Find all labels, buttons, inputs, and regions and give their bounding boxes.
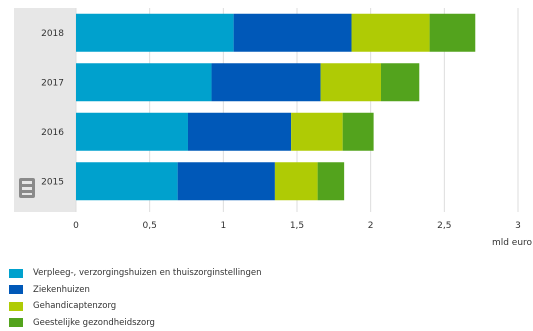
legend-swatch [9,285,23,294]
legend-swatch [9,302,23,311]
bar-segment [76,14,234,52]
x-tick-label: 2 [368,221,374,231]
bar-segment [76,63,212,101]
bar-segment [430,14,476,52]
bar-segment [318,162,345,200]
legend-item: Ziekenhuizen [9,282,261,299]
x-tick-label: 1 [220,221,226,231]
bar-segment [188,113,291,151]
bar-segment [291,113,343,151]
bar-segment [178,162,275,200]
x-tick-label: 0 [73,221,79,231]
legend-label: Verpleeg-, verzorgingshuizen en thuiszor… [33,268,261,278]
x-tick-label: 2,5 [437,221,451,231]
legend-label: Ziekenhuizen [33,285,90,295]
stacked-bar-chart: 0 0,5 1 1,5 2 2,5 3 mld euro 2018 2017 2016 2015 [0,0,533,250]
legend-item: Verpleeg-, verzorgingshuizen en thuiszor… [9,265,261,282]
bar-segment [321,63,381,101]
bar-segment [352,14,430,52]
category-label: 2016 [41,128,64,138]
legend-item: Gehandicaptenzorg [9,298,261,315]
logo-icon [19,178,35,198]
legend-label: Gehandicaptenzorg [33,301,116,311]
bar-segment [76,113,188,151]
x-tick-label: 1,5 [290,221,304,231]
legend-swatch [9,318,23,327]
bar-segment [381,63,419,101]
chart-area: 0 0,5 1 1,5 2 2,5 3 mld euro 2018 2017 2016 2015 [0,0,533,250]
category-label: 2017 [41,78,64,88]
legend-label: Geestelijke gezondheidszorg [33,318,155,328]
legend: Verpleeg-, verzorgingshuizen en thuiszor… [9,265,261,331]
x-tick-label: 3 [515,221,521,231]
bar-segment [343,113,374,151]
x-tick-label: 0,5 [143,221,157,231]
bar-segment [76,162,178,200]
legend-swatch [9,269,23,278]
category-label: 2018 [41,29,64,39]
bar-segment [234,14,352,52]
category-label: 2015 [41,177,64,187]
legend-item: Geestelijke gezondheidszorg [9,315,261,331]
bar-segment [212,63,321,101]
x-unit-label: mld euro [492,238,533,248]
bar-segment [275,162,318,200]
